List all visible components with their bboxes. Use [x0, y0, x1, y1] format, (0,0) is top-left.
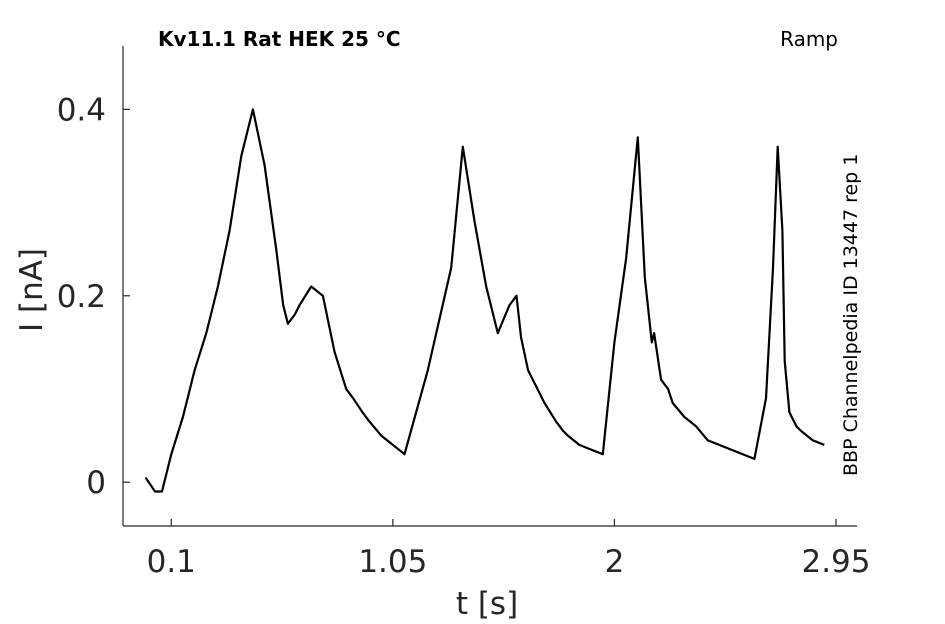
y-tick-label: 0	[86, 465, 106, 501]
current-trace	[144, 108, 825, 493]
y-tick-label: 0.4	[57, 92, 106, 128]
x-tick-label: 2	[605, 544, 625, 580]
x-axis-label: t [s]	[456, 586, 518, 622]
protocol-label: Ramp	[780, 27, 838, 51]
source-annotation: BBP Channelpedia ID 13447 rep 1	[840, 154, 862, 476]
y-ticks: 0 0.2 0.4	[57, 92, 130, 501]
y-axis-label: I [nA]	[14, 248, 50, 332]
chart-title: Kv11.1 Rat HEK 25 °C	[158, 27, 401, 51]
x-tick-label: 1.05	[358, 544, 427, 580]
x-tick-label: 2.95	[801, 544, 870, 580]
x-ticks: 0.1 1.05 2 2.95	[147, 519, 871, 580]
y-tick-label: 0.2	[57, 279, 106, 315]
x-tick-label: 0.1	[147, 544, 196, 580]
